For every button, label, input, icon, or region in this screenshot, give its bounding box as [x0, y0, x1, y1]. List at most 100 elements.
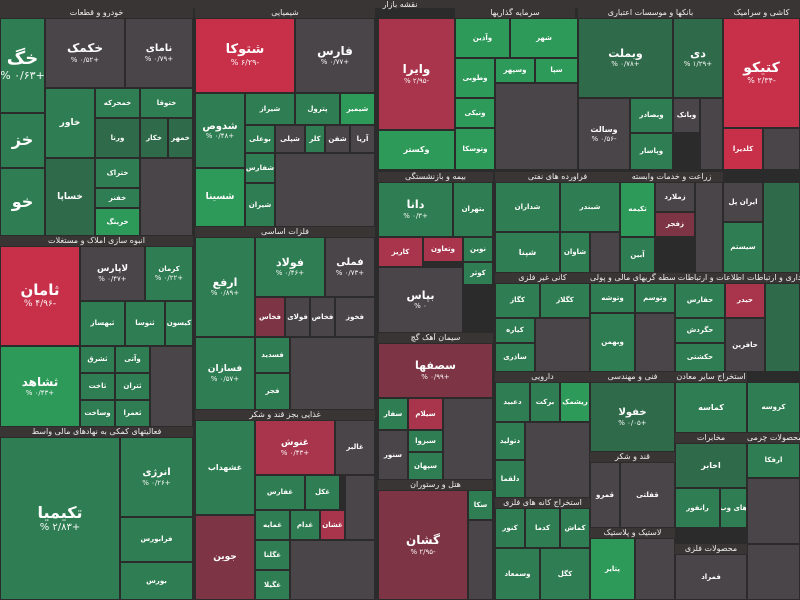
stock-tile[interactable]: خمهر [168, 118, 193, 158]
stock-tile[interactable] [765, 283, 800, 372]
stock-tile[interactable]: شاوان [560, 232, 590, 273]
stock-tile[interactable] [275, 153, 375, 227]
stock-tile[interactable]: کرمان% ۰/۲۲+ [145, 246, 193, 301]
stock-tile[interactable]: غگلنا [255, 540, 290, 570]
stock-tile[interactable] [635, 538, 675, 600]
stock-tile[interactable]: اخابر [675, 443, 747, 488]
stock-tile[interactable]: خمحرکه [95, 88, 140, 118]
stock-tile[interactable]: غدام [290, 510, 320, 540]
stock-tile[interactable]: لاپارس% ۰/۴۷+ [80, 246, 145, 301]
stock-tile[interactable]: بورس [120, 562, 193, 600]
stock-tile[interactable] [763, 128, 800, 170]
stock-tile[interactable]: برکت [530, 382, 560, 422]
stock-tile[interactable]: پترول [295, 93, 340, 125]
stock-tile[interactable]: تکیمه [620, 182, 655, 237]
stock-tile[interactable]: کدما [525, 508, 560, 548]
stock-tile[interactable]: سکا [468, 490, 493, 520]
stock-tile[interactable]: وسپهر [495, 58, 535, 83]
stock-tile[interactable]: سفار [378, 398, 408, 430]
stock-tile[interactable]: وکستر [378, 130, 455, 170]
stock-tile[interactable]: قفلتی [620, 462, 675, 528]
stock-tile[interactable]: ثشاهد% ۰/۴۳+ [0, 346, 80, 427]
stock-tile[interactable]: وساخت [80, 400, 115, 427]
stock-tile[interactable] [468, 520, 493, 600]
stock-tile[interactable]: وتوسکا [455, 128, 495, 170]
stock-tile[interactable]: وایرا% ۲/۹۵- [378, 18, 455, 130]
stock-tile[interactable] [763, 182, 800, 273]
stock-tile[interactable]: آریا [350, 125, 375, 153]
stock-tile[interactable]: فملی% ۰/۷۳+ [325, 237, 375, 297]
stock-tile[interactable]: ثنوسا [125, 301, 165, 346]
stock-tile[interactable]: کوثر [463, 262, 493, 285]
stock-tile[interactable]: سیستم [723, 222, 763, 273]
stock-tile[interactable]: کنور [495, 508, 525, 548]
stock-tile[interactable]: کگل [540, 548, 590, 600]
stock-tile[interactable]: خرینگ [95, 208, 140, 236]
stock-tile[interactable]: خکمک% ۰/۵۲+ [45, 18, 125, 88]
stock-tile[interactable] [495, 83, 578, 170]
stock-tile[interactable]: غگیلا [255, 570, 290, 600]
stock-tile[interactable]: حگردش [675, 318, 725, 343]
stock-tile[interactable]: ارفع% ۰/۸۹+ [195, 237, 255, 337]
stock-tile[interactable]: سصفها% ۰/۹۹+ [378, 343, 493, 398]
stock-tile[interactable]: دانا% ۰/۳+ [378, 182, 453, 237]
stock-tile[interactable]: وتعاون [423, 237, 463, 262]
stock-tile[interactable] [525, 422, 590, 498]
stock-tile[interactable]: وبانک [673, 98, 700, 133]
stock-tile[interactable]: ختراک [95, 158, 140, 188]
stock-tile[interactable]: ونیکی [455, 98, 495, 128]
stock-tile[interactable] [290, 337, 375, 410]
stock-tile[interactable]: ثامان% ۴/۹۶- [0, 246, 80, 346]
stock-tile[interactable]: کیسون [165, 301, 193, 346]
stock-tile[interactable]: وآتی [115, 346, 150, 373]
stock-tile[interactable]: فخاس [255, 297, 285, 337]
stock-tile[interactable]: غکل [305, 475, 340, 510]
stock-tile[interactable]: خز [0, 113, 45, 168]
stock-tile[interactable]: فسازان% ۰/۵۷+ [195, 337, 255, 410]
stock-tile[interactable]: کگلاز [540, 283, 590, 318]
stock-tile[interactable]: کتیکو% ۲/۳۴- [723, 18, 800, 128]
stock-tile[interactable]: غالبر [335, 420, 375, 475]
stock-tile[interactable]: زملارد [655, 182, 695, 212]
stock-tile[interactable]: خساپا [45, 158, 95, 236]
stock-tile[interactable]: غشهداب [195, 420, 255, 515]
stock-tile[interactable]: های وب [720, 488, 747, 528]
stock-tile[interactable]: غنوش% ۰/۴۳+ [255, 420, 335, 475]
stock-tile[interactable]: وآذین [455, 18, 510, 58]
stock-tile[interactable] [747, 544, 800, 600]
stock-tile[interactable]: فسدید [255, 337, 290, 373]
stock-tile[interactable]: فارس% ۰/۷۷+ [295, 18, 375, 93]
stock-tile[interactable]: ریشمک [560, 382, 590, 422]
stock-tile[interactable]: وطوبی [455, 58, 495, 98]
stock-tile[interactable]: شیمیر [340, 93, 375, 125]
stock-tile[interactable]: شسینا [195, 168, 245, 227]
stock-tile[interactable]: فرابورس [120, 517, 193, 562]
stock-tile[interactable]: ثاخت [80, 373, 115, 400]
stock-tile[interactable]: وسالت% ۰/۵۶- [578, 98, 630, 170]
stock-tile[interactable]: فجر [255, 373, 290, 410]
stock-tile[interactable]: شپنا [495, 232, 560, 273]
stock-tile[interactable]: خفولا% ۰/۰۵+ [590, 382, 675, 452]
stock-tile[interactable]: فمراد [675, 554, 747, 600]
stock-tile[interactable]: سپا [535, 58, 578, 83]
stock-tile[interactable]: دعبید [495, 382, 530, 422]
stock-tile[interactable]: خو [0, 168, 45, 236]
stock-tile[interactable]: وتوسم [635, 283, 675, 313]
stock-tile[interactable]: شبندر [560, 182, 620, 232]
stock-tile[interactable]: ثعمرا [115, 400, 150, 427]
stock-tile[interactable]: شفن [325, 125, 350, 153]
stock-tile[interactable]: سبزوا [408, 430, 443, 452]
stock-tile[interactable]: کگاز [495, 283, 540, 318]
stock-tile[interactable]: گشان% ۲/۹۵- [378, 490, 468, 600]
stock-tile[interactable] [590, 232, 620, 273]
stock-tile[interactable]: شهر [510, 18, 578, 58]
stock-tile[interactable]: شپلی [275, 125, 305, 153]
stock-tile[interactable]: فخاص [310, 297, 335, 337]
stock-tile[interactable]: حفارس [675, 283, 725, 318]
stock-tile[interactable]: فولاد% ۰/۴۶+ [255, 237, 325, 297]
stock-tile[interactable]: خکار [140, 118, 168, 158]
stock-tile[interactable]: خاور [45, 88, 95, 158]
stock-tile[interactable]: حکشتی [675, 343, 725, 372]
stock-tile[interactable]: دلقما [495, 460, 525, 498]
stock-tile[interactable]: ساذری [495, 343, 535, 372]
